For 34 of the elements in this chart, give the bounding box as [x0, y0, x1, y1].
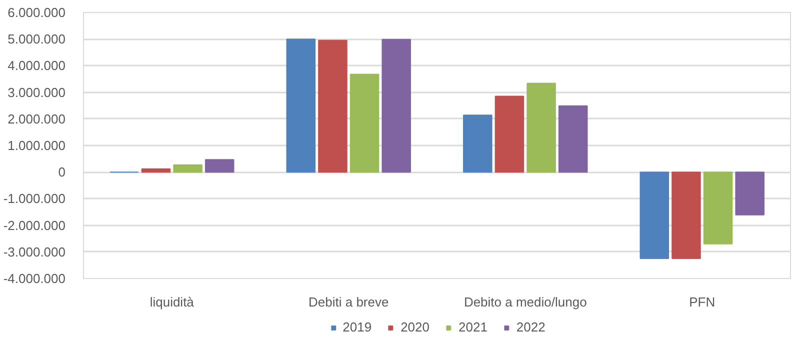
- x-tick-label: Debiti a breve: [308, 294, 389, 310]
- x-tick-label: Debito a medio/lungo: [464, 294, 587, 310]
- bar: [141, 168, 171, 173]
- y-tick-label: 2.000.000: [8, 111, 66, 126]
- legend-label: 2021: [458, 320, 488, 334]
- y-tick-label: -2.000.000: [3, 218, 66, 233]
- y-tick-label: -1.000.000: [3, 191, 66, 206]
- bar: [735, 172, 764, 216]
- bar: [640, 172, 670, 260]
- legend-label: 2020: [400, 320, 430, 334]
- bar: [672, 172, 701, 260]
- y-tick-label: 1.000.000: [8, 138, 66, 153]
- bar: [526, 82, 556, 173]
- x-tick-label: liquidità: [150, 294, 195, 310]
- bar: [463, 114, 492, 173]
- bar: [494, 96, 524, 173]
- y-tick-label: -3.000.000: [3, 244, 66, 260]
- x-tick-label: PFN: [689, 294, 716, 310]
- y-tick-label: 5.000.000: [8, 32, 66, 47]
- y-tick-label: 4.000.000: [8, 58, 66, 74]
- bar: [382, 38, 411, 173]
- bar: [286, 38, 316, 173]
- legend-label: 2019: [342, 320, 372, 334]
- bar: [703, 172, 733, 244]
- bar: [558, 105, 588, 173]
- y-tick-label: 3.000.000: [8, 84, 66, 100]
- y-tick-label: 6.000.000: [8, 5, 66, 20]
- bar: [350, 74, 380, 173]
- bar: [204, 159, 234, 173]
- y-tick-label: 0: [58, 164, 66, 180]
- y-tick-label: -4.000.000: [3, 271, 66, 286]
- bar: [318, 40, 348, 173]
- bar: [173, 164, 202, 173]
- legend-label: 2022: [516, 320, 546, 334]
